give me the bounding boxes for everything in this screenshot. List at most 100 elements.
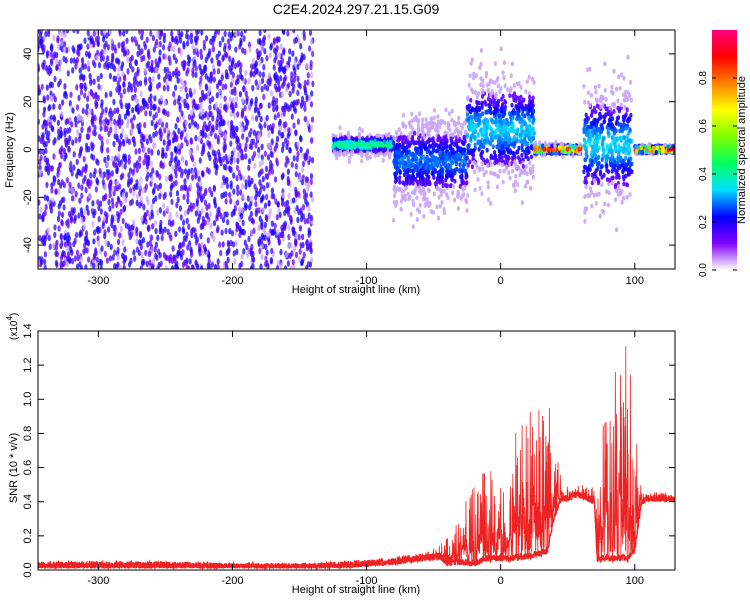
spectrogram-cell (58, 200, 63, 207)
spectrogram-cell (473, 111, 477, 117)
spectrogram-cell (294, 186, 298, 194)
spectrogram-cell (133, 36, 137, 43)
spectrogram-cell (374, 149, 378, 154)
spectrogram-cell (147, 147, 151, 154)
spectrogram-cell (402, 172, 407, 178)
spectrogram-cell (389, 144, 394, 149)
spectrogram-cell (377, 152, 381, 158)
spectrogram-cell (176, 116, 180, 124)
spectrogram-cell (512, 183, 516, 189)
spectrogram-cell (202, 142, 206, 149)
spectrogram-cell (275, 214, 279, 221)
spectrogram-cell (438, 160, 442, 165)
spectrogram-cell (494, 128, 498, 134)
spectrogram-cell (131, 122, 135, 130)
spectrogram-cell (190, 153, 194, 161)
spectrogram-cell (79, 264, 83, 269)
spectrogram-cell (97, 61, 102, 69)
spectrogram-cell (295, 155, 299, 163)
spectrogram-cell (106, 55, 110, 62)
spectrogram-cell (199, 48, 203, 55)
spectrogram-cell (244, 153, 248, 160)
spectrogram-cell (296, 150, 300, 157)
spectrogram-cell (99, 119, 103, 126)
spectrogram-cell (190, 264, 194, 269)
spectrogram-cell (171, 219, 175, 226)
spectrogram-cell (473, 122, 477, 128)
spectrogram-cell (144, 154, 148, 161)
spectrogram-cell (437, 134, 441, 139)
spectrogram-cell (99, 259, 104, 266)
spectrogram-cell (42, 63, 46, 71)
spectrogram-cell (260, 232, 264, 240)
spectrogram-cell (211, 115, 215, 122)
spectrogram-cell (344, 143, 348, 149)
spectrogram-cell (238, 146, 242, 153)
spectrogram-cell (198, 83, 203, 91)
spectrogram-cell (183, 168, 188, 175)
spectrogram-cell (421, 178, 425, 184)
spectrogram-cell (253, 183, 257, 190)
spectrogram-cell (276, 111, 280, 119)
spectrogram-cell (208, 186, 212, 193)
spectrogram-cell (293, 37, 297, 45)
spectrogram-cell (503, 140, 508, 146)
spectrogram-cell (44, 128, 48, 135)
spectrogram-cell (477, 91, 481, 96)
spectrogram-cell (121, 192, 125, 199)
spectrogram-cell (526, 141, 530, 147)
spectrogram-cell (74, 121, 78, 128)
spectrogram-cell (393, 184, 397, 190)
spectrogram-cell (236, 199, 240, 206)
spectrogram-cell (247, 164, 251, 172)
spectrogram-cell (109, 120, 113, 127)
spectrogram-cell (332, 149, 336, 155)
spectrogram-cell (94, 186, 98, 193)
spectrogram-cell (198, 157, 202, 164)
spectrogram-cell (103, 229, 107, 236)
spectrogram-cell (507, 139, 511, 145)
spectrogram-cell (125, 30, 129, 34)
spectrogram-cell (123, 75, 127, 82)
spectrogram-cell (63, 31, 67, 38)
spectrogram-cell (186, 197, 190, 205)
spectrogram-cell (202, 44, 206, 51)
spectrogram-cell (236, 111, 240, 118)
spectrogram-cell (165, 66, 170, 74)
spectrogram-cell (228, 55, 232, 62)
spectrogram-cell (224, 260, 228, 268)
spectrogram-cell (466, 143, 470, 149)
spectrogram-cell (104, 239, 108, 246)
spectrogram-cell (131, 94, 135, 102)
spectrogram-cell (248, 204, 252, 211)
spectrogram-cell (39, 31, 43, 38)
spectrogram-cell (216, 68, 221, 75)
spectrogram-cell (158, 173, 162, 181)
spectrogram-cell (493, 160, 497, 166)
spectrogram-cell (425, 176, 429, 182)
spectrogram-cell (130, 36, 134, 43)
spectrogram-cell (104, 117, 108, 124)
spectrogram-cell (421, 170, 425, 176)
spectrogram-cell (220, 192, 224, 199)
spectrogram-cell (278, 51, 282, 59)
spectrogram-cell (341, 151, 345, 157)
spectrogram-cell (93, 115, 97, 122)
spectrogram-cell (108, 110, 112, 118)
spectrogram-cell (147, 264, 152, 269)
spectrogram-cell (297, 208, 301, 216)
spectrogram-cell (162, 84, 166, 92)
spectrogram-cell (483, 138, 487, 144)
spectrogram-cell (289, 218, 293, 225)
spectrogram-cell (262, 34, 267, 42)
spectrogram-cell (520, 129, 524, 135)
spectrogram-cell (212, 68, 216, 75)
spectrogram-cell (502, 75, 506, 81)
spectrogram-cell (231, 57, 235, 64)
spectrogram-cell (287, 56, 292, 63)
spectrogram-cell (254, 79, 258, 86)
spectrogram-cell (48, 104, 52, 111)
spectrogram-cell (411, 174, 416, 180)
spectrogram-cell (456, 206, 460, 211)
